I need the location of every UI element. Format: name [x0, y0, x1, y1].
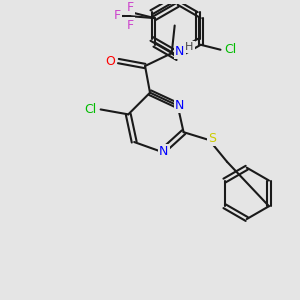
- Text: O: O: [106, 55, 116, 68]
- Text: F: F: [126, 1, 134, 14]
- Text: S: S: [208, 132, 216, 145]
- Text: F: F: [126, 19, 134, 32]
- Text: F: F: [113, 9, 121, 22]
- Text: H: H: [185, 42, 194, 52]
- Text: N: N: [175, 99, 184, 112]
- Text: N: N: [175, 45, 184, 58]
- Text: Cl: Cl: [224, 43, 236, 56]
- Text: Cl: Cl: [85, 103, 97, 116]
- Text: N: N: [159, 146, 169, 158]
